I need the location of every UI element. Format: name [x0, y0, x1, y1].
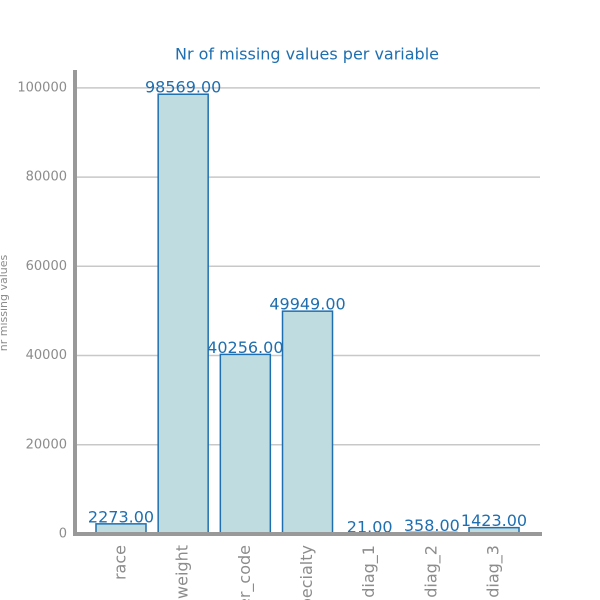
- y-tick-label: 80000: [26, 170, 67, 185]
- bar: [281, 310, 334, 535]
- value-label: 98569.00: [145, 78, 221, 97]
- value-label: 2273.00: [88, 507, 154, 526]
- x-tick-label: race: [111, 545, 130, 580]
- value-label: 49949.00: [269, 295, 345, 314]
- value-label: 21.00: [347, 517, 393, 536]
- y-tick-label: 60000: [26, 259, 67, 274]
- x-tick-label: diag_2: [421, 545, 441, 598]
- x-tick-label: weight: [173, 545, 192, 599]
- y-tick-label: 40000: [26, 348, 67, 363]
- y-tick-label: 100000: [17, 80, 67, 95]
- x-tick-label: diag_1: [359, 545, 379, 598]
- x-tick-label: medical_specialty: [297, 545, 317, 600]
- bar: [157, 93, 209, 535]
- y-tick-label: 0: [59, 527, 67, 542]
- y-axis-label: nr missing values: [0, 254, 10, 351]
- value-label: 40256.00: [207, 338, 283, 357]
- bar: [219, 353, 272, 535]
- chart-title: Nr of missing values per variable: [175, 45, 439, 64]
- value-label: 1423.00: [461, 511, 527, 530]
- x-tick-label: payer_code: [235, 545, 255, 600]
- value-label: 358.00: [404, 516, 460, 535]
- x-tick-label: diag_3: [484, 545, 504, 598]
- y-tick-label: 20000: [26, 437, 67, 452]
